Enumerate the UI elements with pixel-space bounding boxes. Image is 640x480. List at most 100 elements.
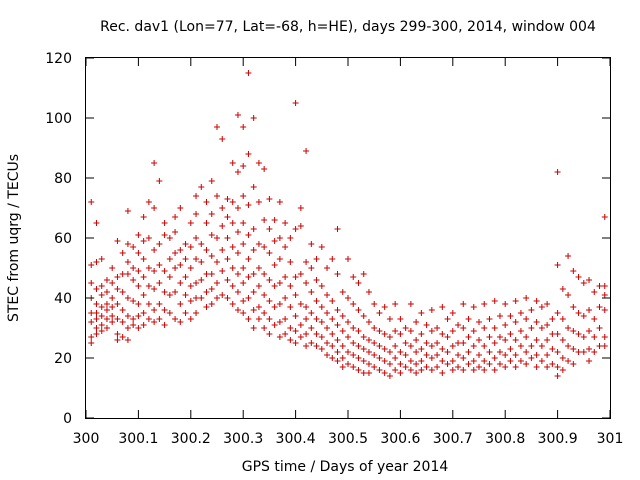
data-point <box>413 361 420 367</box>
data-point <box>193 211 200 217</box>
data-point <box>334 358 341 364</box>
data-point <box>549 331 556 337</box>
data-point <box>308 241 315 247</box>
data-point <box>365 349 372 355</box>
data-point <box>261 217 268 223</box>
data-point <box>229 199 236 205</box>
data-point <box>371 340 378 346</box>
data-point <box>193 193 200 199</box>
data-point <box>491 325 498 331</box>
data-point <box>413 337 420 343</box>
data-point <box>156 178 163 184</box>
data-point <box>428 355 435 361</box>
data-point <box>308 325 315 331</box>
data-point <box>350 274 357 280</box>
data-point <box>88 280 95 286</box>
data-point <box>250 271 257 277</box>
data-point <box>591 289 598 295</box>
data-point <box>591 349 598 355</box>
data-point <box>418 367 425 373</box>
data-point <box>371 364 378 370</box>
data-point <box>214 295 220 301</box>
data-point <box>580 349 587 355</box>
data-point <box>476 352 482 358</box>
data-point <box>601 343 608 349</box>
data-point <box>208 286 215 292</box>
data-point <box>245 70 252 76</box>
data-point <box>88 340 95 346</box>
data-point <box>313 298 320 304</box>
data-point <box>234 307 241 313</box>
data-point <box>318 334 325 340</box>
data-point <box>554 310 561 316</box>
data-point <box>287 337 294 343</box>
data-point <box>507 313 514 319</box>
data-point <box>229 160 236 166</box>
data-point <box>381 331 388 337</box>
data-point <box>161 268 168 274</box>
data-point <box>145 316 152 322</box>
x-tick-label: 300.2 <box>171 431 211 447</box>
data-point <box>240 124 247 130</box>
data-point <box>355 307 362 313</box>
data-point <box>98 292 105 298</box>
data-point <box>282 244 289 250</box>
data-point <box>88 262 95 268</box>
y-tick-label: 120 <box>45 51 72 67</box>
data-point <box>345 256 351 262</box>
data-point <box>240 241 247 247</box>
data-point <box>533 364 540 370</box>
data-point <box>586 328 593 334</box>
data-point <box>538 325 545 331</box>
data-point <box>544 352 551 358</box>
data-point <box>124 208 131 214</box>
data-point <box>287 235 294 241</box>
data-point <box>161 322 168 328</box>
data-point <box>334 322 341 328</box>
data-point <box>124 259 131 265</box>
data-point <box>224 256 231 262</box>
data-point <box>502 364 509 370</box>
data-point <box>271 304 278 310</box>
data-point <box>166 235 173 241</box>
data-point <box>250 325 257 331</box>
data-point <box>423 352 430 358</box>
data-point <box>470 343 477 349</box>
data-point <box>219 247 226 253</box>
data-point <box>586 346 593 352</box>
data-point <box>350 364 357 370</box>
data-point <box>103 325 110 331</box>
data-point <box>444 334 451 340</box>
data-point <box>172 250 179 256</box>
data-point <box>434 340 441 346</box>
data-point <box>135 313 142 319</box>
data-point <box>145 301 152 307</box>
data-point <box>292 292 299 298</box>
data-point <box>334 271 341 277</box>
data-point <box>240 193 247 199</box>
data-point <box>119 319 126 325</box>
data-point <box>455 352 462 358</box>
data-point <box>376 310 383 316</box>
data-point <box>245 274 252 280</box>
data-point <box>219 268 226 274</box>
data-point <box>538 343 545 349</box>
data-point <box>465 334 472 340</box>
data-point <box>365 370 372 376</box>
data-point <box>538 304 545 310</box>
data-point <box>130 244 137 250</box>
data-point <box>523 361 530 367</box>
data-point <box>229 283 236 289</box>
data-point <box>439 358 446 364</box>
data-point <box>166 310 173 316</box>
data-point <box>266 250 273 256</box>
data-point <box>187 220 194 226</box>
data-point <box>392 367 399 373</box>
plot-frame <box>85 57 611 419</box>
data-point <box>198 184 205 190</box>
data-point <box>229 301 236 307</box>
data-point <box>255 265 262 271</box>
data-point <box>250 307 257 313</box>
data-point <box>187 244 194 250</box>
data-point <box>554 349 561 355</box>
